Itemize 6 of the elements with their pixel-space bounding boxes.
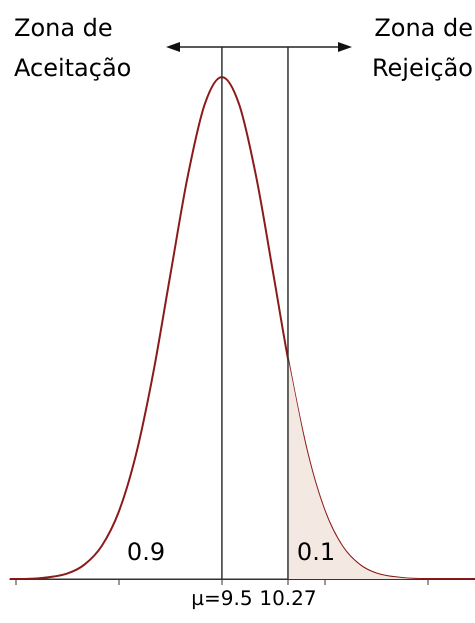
annotation: Zona de Aceitação xyxy=(14,14,132,82)
x-tick-label: 10.27 xyxy=(259,586,317,610)
annotation: 0.1 xyxy=(296,538,336,566)
annotation: 0.9 xyxy=(126,538,166,566)
x-tick-label: μ=9.5 xyxy=(191,586,253,610)
annotation: Zona de Rejeição xyxy=(372,14,473,82)
